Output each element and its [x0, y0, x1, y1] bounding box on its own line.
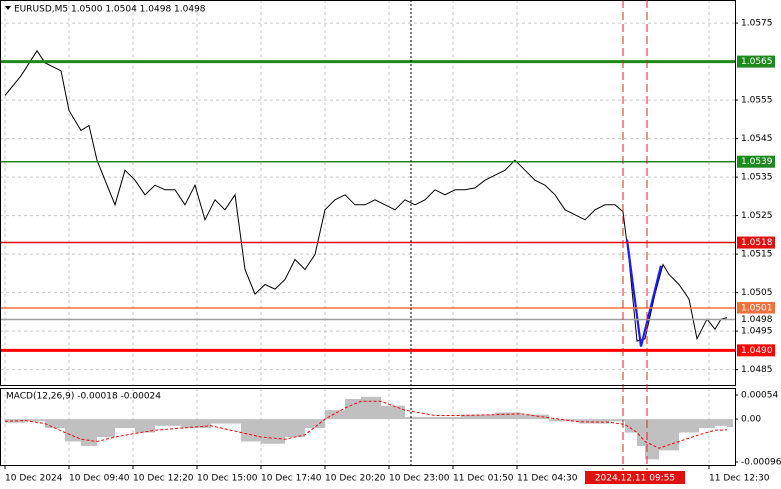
y-tick-label: 1.0505 [741, 288, 773, 298]
macd-bar [97, 419, 115, 437]
level-label-box [737, 55, 775, 68]
macd-bar [521, 414, 549, 420]
y-tick-label: 0.00 [741, 415, 761, 425]
macd-bar [115, 419, 135, 429]
macd-bar [241, 419, 261, 442]
cursor-label-box [585, 471, 685, 484]
level-label-box [737, 302, 775, 314]
macd-bar [579, 419, 609, 424]
x-tick-label: 10 Dec 23:00 [389, 474, 450, 484]
y-tick-label: -0.00096 [741, 458, 781, 468]
y-tick-label: 1.0495 [741, 327, 773, 337]
x-tick-label: 10 Dec 20:20 [325, 474, 386, 484]
macd-bar [679, 419, 699, 433]
overlay: 2024.12.11 09:55 [585, 0, 685, 484]
macd-bar [135, 419, 155, 433]
level-label: 1.0490 [741, 346, 773, 356]
level-label-box [737, 344, 775, 357]
macd-bar [609, 419, 625, 422]
level-label: 1.0501 [741, 304, 773, 314]
x-tick-label: 10 Dec 17:40 [261, 474, 322, 484]
y-tick-label: 1.0515 [741, 250, 773, 260]
macd-bar [381, 405, 405, 420]
macd-bar [659, 419, 679, 451]
macd-bar [361, 396, 381, 420]
level-label-box [737, 313, 775, 326]
macd-bar [65, 419, 81, 442]
y-tick-label: 1.0535 [741, 173, 773, 183]
macd-bar [405, 416, 435, 420]
macd-bar [211, 419, 241, 424]
y-tick-label: 1.0555 [741, 96, 773, 106]
macd-bar [285, 419, 305, 437]
y-tick-label: 0.00054 [741, 391, 778, 401]
macd-bar [25, 419, 45, 422]
x-tick-label: 11 Dec 01:50 [453, 474, 514, 484]
x-tick-label: 11 Dec 04:30 [517, 474, 578, 484]
macd-panel: 0.00054 0.00 -0.00096 MACD(12,26,9) -0.0001… [4, 391, 781, 468]
macd-bar [625, 419, 637, 433]
x-tick-label: 10 Dec 2024 [5, 474, 63, 484]
macd-bar [345, 399, 361, 420]
level-label: 1.0498 [741, 315, 773, 325]
y-tick-label: 1.0525 [741, 211, 773, 221]
signal-line [4, 400, 728, 449]
y-tick-label: 1.0545 [741, 134, 773, 144]
macd-bar [495, 412, 521, 420]
y-tick-label: 1.0575 [741, 19, 773, 29]
chart-title: EURUSD,M5 1.0500 1.0504 1.0498 1.0498 [14, 5, 206, 15]
macd-title: MACD(12,26,9) -0.00018 -0.00024 [6, 392, 161, 402]
x-tick-label: 10 Dec 09:40 [69, 474, 130, 484]
macd-bar [461, 414, 495, 420]
trend-line [625, 239, 663, 347]
level-label: 1.0565 [741, 57, 773, 67]
macd-bar [637, 419, 645, 446]
level-label: 1.0539 [741, 157, 773, 167]
macd-bar [181, 419, 211, 429]
x-tick-label: 11 Dec 12:30 [709, 474, 770, 484]
macd-bar [699, 419, 715, 429]
macd-bar [305, 419, 325, 429]
price-frame [0, 0, 736, 386]
menu-arrow [5, 6, 11, 10]
macd-bar [261, 419, 285, 444]
macd-bar [715, 419, 727, 426]
macd-bar [435, 416, 461, 420]
macd-bar [81, 419, 97, 446]
x-tick-label: 2024.12.11 09:55 [595, 474, 675, 484]
level-label-box [737, 236, 775, 249]
y-tick-label: 1.0485 [741, 365, 773, 375]
x-tick-label: 10 Dec 12:20 [133, 474, 194, 484]
x-tick-label: 10 Dec 15:00 [197, 474, 258, 484]
level-label-box [737, 155, 775, 168]
macd-frame [0, 388, 736, 466]
macd-bar [325, 410, 345, 420]
macd-bar [155, 419, 181, 426]
level-label: 1.0518 [741, 238, 773, 248]
macd-bar [45, 419, 65, 429]
macd-bar [727, 419, 733, 428]
macd-bar [645, 419, 659, 460]
